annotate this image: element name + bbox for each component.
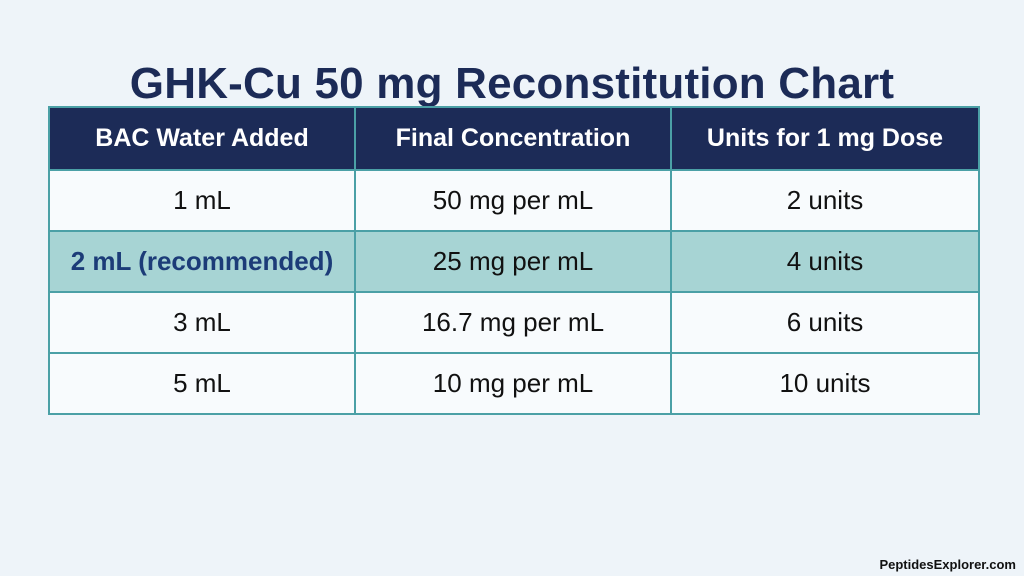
header-units-dose: Units for 1 mg Dose	[670, 106, 980, 171]
reconstitution-table: BAC Water Added Final Concentration Unit…	[48, 106, 980, 415]
cell-final-concentration: 25 mg per mL	[354, 230, 672, 293]
cell-bac-water: 3 mL	[48, 291, 356, 354]
site-watermark: PeptidesExplorer.com	[879, 557, 1016, 572]
page-title: GHK-Cu 50 mg Reconstitution Chart	[129, 59, 895, 109]
table-row: 3 mL 16.7 mg per mL 6 units	[48, 291, 980, 354]
table-row: 5 mL 10 mg per mL 10 units	[48, 352, 980, 415]
cell-bac-water: 1 mL	[48, 169, 356, 232]
cell-bac-water: 2 mL (recommended)	[48, 230, 356, 293]
table-row: 1 mL 50 mg per mL 2 units	[48, 169, 980, 232]
cell-bac-water: 5 mL	[48, 352, 356, 415]
cell-units-dose: 4 units	[670, 230, 980, 293]
cell-final-concentration: 50 mg per mL	[354, 169, 672, 232]
cell-final-concentration: 10 mg per mL	[354, 352, 672, 415]
cell-units-dose: 10 units	[670, 352, 980, 415]
table-header-row: BAC Water Added Final Concentration Unit…	[48, 106, 980, 171]
table-row-recommended: 2 mL (recommended) 25 mg per mL 4 units	[48, 230, 980, 293]
cell-units-dose: 2 units	[670, 169, 980, 232]
header-bac-water: BAC Water Added	[48, 106, 356, 171]
cell-final-concentration: 16.7 mg per mL	[354, 291, 672, 354]
header-final-concentration: Final Concentration	[354, 106, 672, 171]
cell-units-dose: 6 units	[670, 291, 980, 354]
